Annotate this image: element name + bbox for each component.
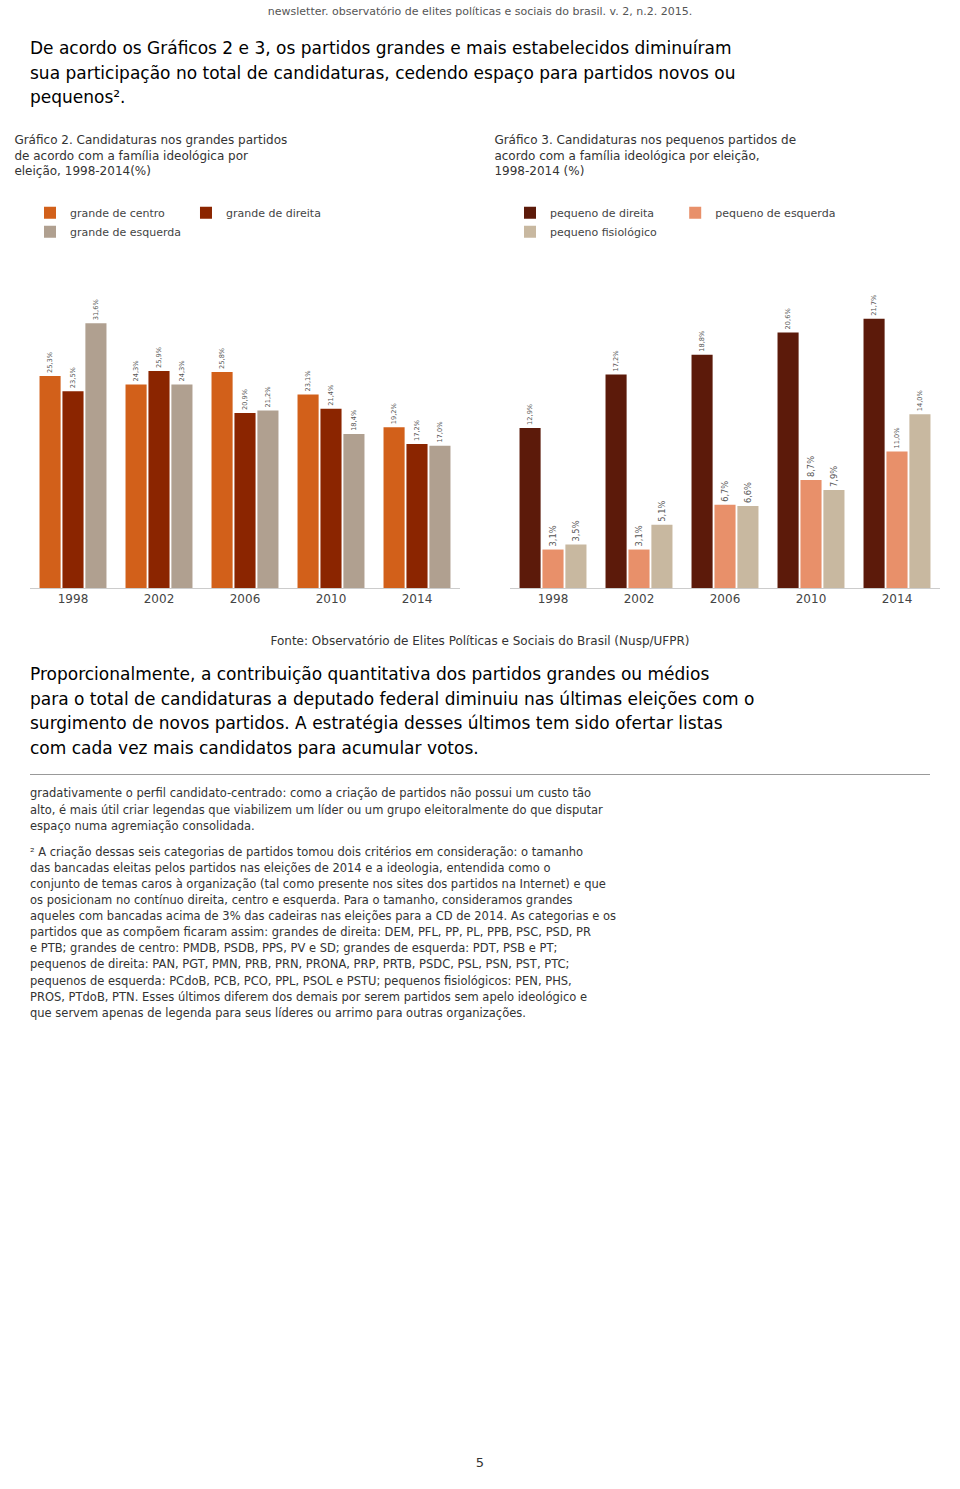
svg-text:18,4%: 18,4% — [350, 410, 358, 431]
svg-text:17,2%: 17,2% — [612, 350, 620, 371]
svg-text:1998: 1998 — [538, 592, 569, 606]
svg-text:2006: 2006 — [230, 592, 261, 606]
svg-text:Gráfico 3. Candidaturas nos pe: Gráfico 3. Candidaturas nos pequenos par… — [494, 133, 796, 178]
svg-text:21,4%: 21,4% — [327, 385, 335, 406]
svg-text:grande de direita: grande de direita — [226, 207, 321, 220]
svg-text:14,0%: 14,0% — [916, 390, 924, 411]
svg-text:17,0%: 17,0% — [436, 421, 444, 442]
svg-text:3,1%: 3,1% — [548, 525, 558, 546]
html-text:Proporcionalmente, a contribui: Proporcionalmente, a contribuição quanti… — [30, 663, 755, 758]
svg-text:8,7%: 8,7% — [806, 456, 816, 477]
svg-text:2014: 2014 — [882, 592, 913, 606]
svg-text:25,3%: 25,3% — [46, 352, 54, 373]
svg-text:grande de centro: grande de centro — [70, 207, 165, 220]
svg-text:21,2%: 21,2% — [264, 386, 272, 407]
svg-text:2014: 2014 — [402, 592, 433, 606]
html-text:De acordo os Gráficos 2 e 3, o: De acordo os Gráficos 2 e 3, os partidos… — [30, 38, 736, 108]
svg-text:12,9%: 12,9% — [526, 404, 534, 425]
svg-text:grande de esquerda: grande de esquerda — [70, 226, 181, 239]
svg-text:Gráfico 2. Candidaturas nos gr: Gráfico 2. Candidaturas nos grandes part… — [14, 133, 287, 178]
html-text:newsletter. observatório de el: newsletter. observatório de elites polít… — [267, 5, 693, 18]
svg-text:20,6%: 20,6% — [784, 308, 792, 329]
svg-text:31,6%: 31,6% — [92, 299, 100, 320]
svg-text:6,7%: 6,7% — [720, 481, 730, 502]
svg-text:2006: 2006 — [710, 592, 741, 606]
svg-text:1998: 1998 — [58, 592, 89, 606]
html-text:Fonte: Observatório de Elites: Fonte: Observatório de Elites Políticas … — [270, 633, 690, 648]
html-text:gradativamente o perfil candid: gradativamente o perfil candidato-centra… — [30, 786, 603, 833]
svg-text:17,2%: 17,2% — [413, 420, 421, 441]
html-text:² A criação dessas seis catego: ² A criação dessas seis categorias de pa… — [30, 844, 616, 1020]
svg-text:11,0%: 11,0% — [893, 427, 901, 448]
svg-text:19,2%: 19,2% — [390, 403, 398, 424]
svg-text:7,9%: 7,9% — [829, 466, 839, 487]
svg-text:6,6%: 6,6% — [743, 482, 753, 503]
svg-text:2010: 2010 — [316, 592, 347, 606]
svg-text:2010: 2010 — [796, 592, 827, 606]
svg-text:20,9%: 20,9% — [241, 389, 249, 410]
svg-text:pequeno de direita: pequeno de direita — [550, 207, 654, 220]
svg-text:24,3%: 24,3% — [132, 360, 140, 381]
svg-text:21,7%: 21,7% — [870, 295, 878, 316]
svg-text:23,5%: 23,5% — [69, 367, 77, 388]
svg-text:25,8%: 25,8% — [218, 348, 226, 369]
svg-text:pequeno fisiológico: pequeno fisiológico — [550, 226, 657, 239]
svg-text:3,1%: 3,1% — [634, 525, 644, 546]
svg-text:2002: 2002 — [624, 592, 655, 606]
html-text:5: 5 — [475, 1455, 485, 1470]
svg-text:pequeno de esquerda: pequeno de esquerda — [715, 207, 835, 220]
svg-text:5,1%: 5,1% — [657, 500, 667, 521]
svg-text:3,5%: 3,5% — [571, 520, 581, 541]
svg-text:24,3%: 24,3% — [178, 360, 186, 381]
svg-text:25,9%: 25,9% — [155, 347, 163, 368]
svg-text:2002: 2002 — [144, 592, 175, 606]
svg-text:23,1%: 23,1% — [304, 370, 312, 391]
svg-text:18,8%: 18,8% — [698, 331, 706, 352]
